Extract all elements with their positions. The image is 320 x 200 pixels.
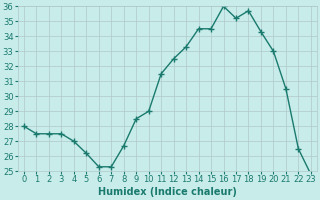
X-axis label: Humidex (Indice chaleur): Humidex (Indice chaleur): [98, 187, 237, 197]
